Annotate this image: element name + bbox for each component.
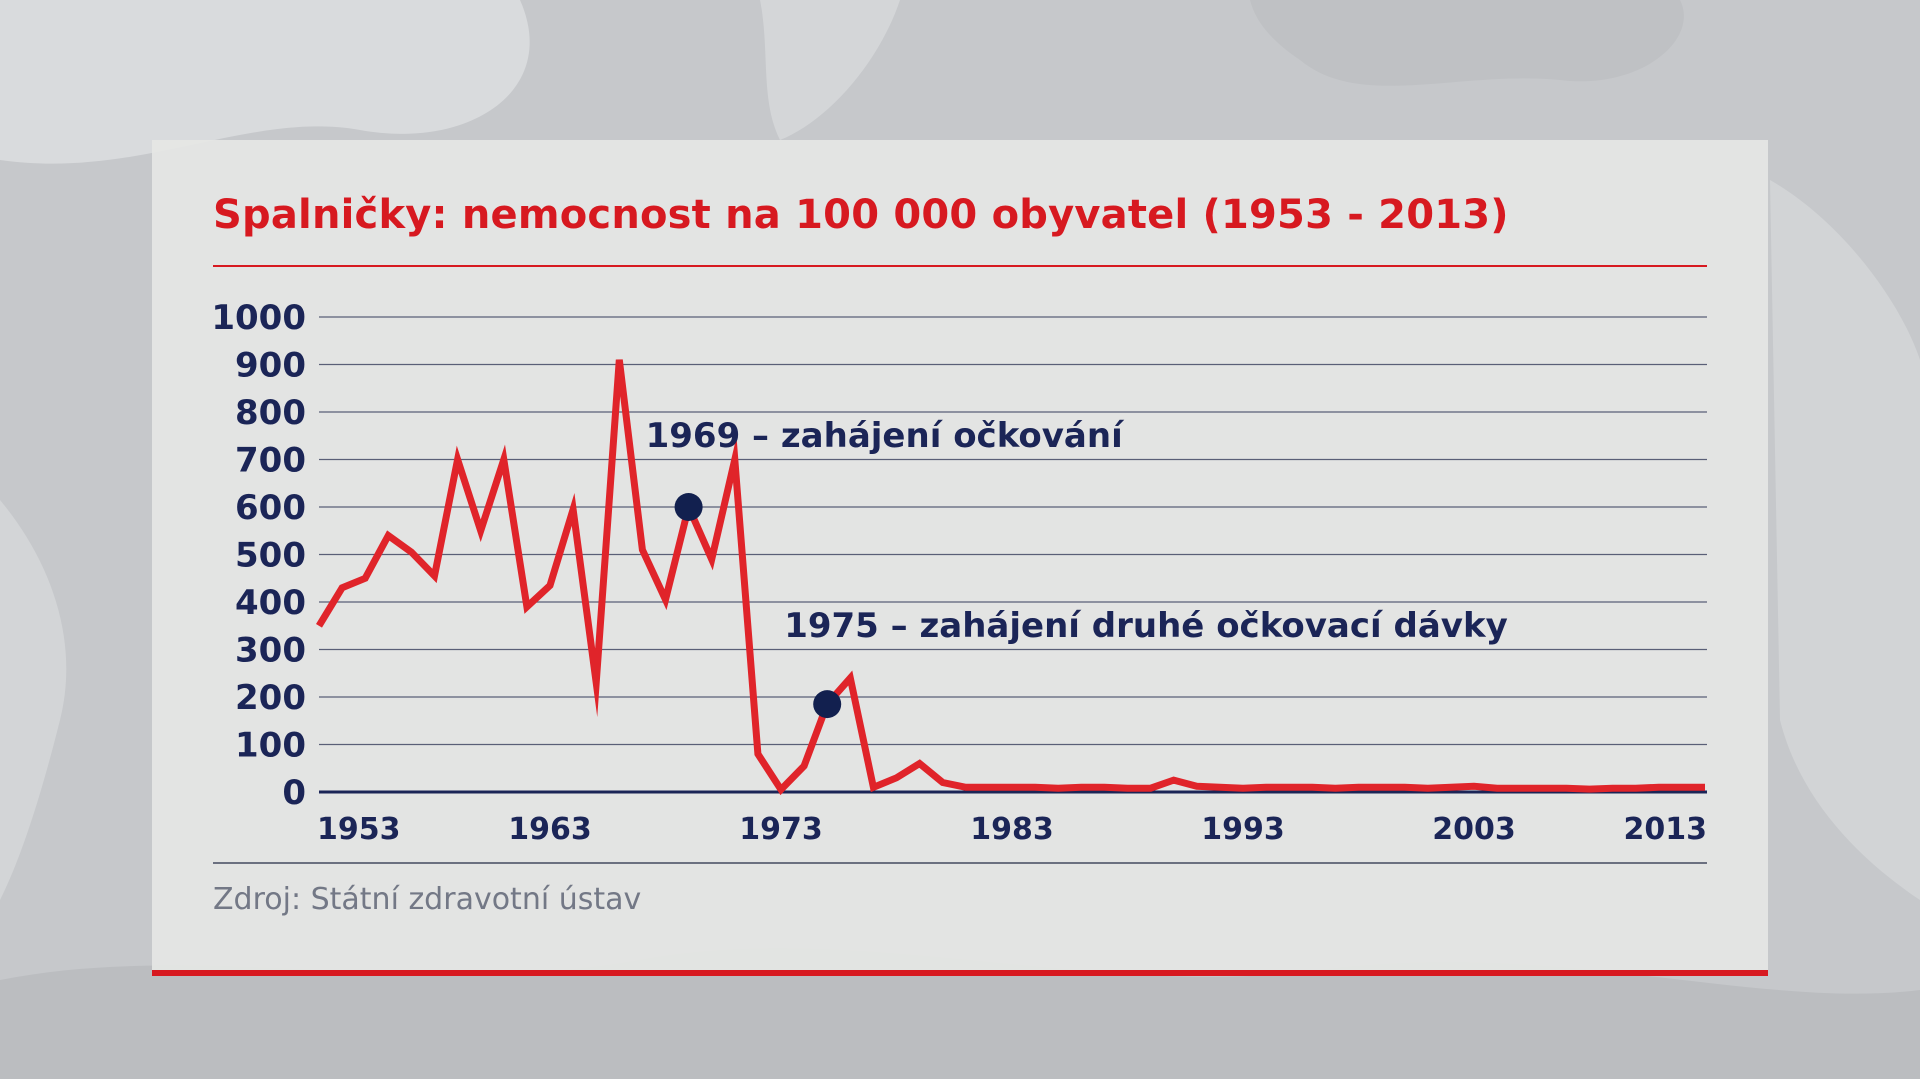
grid-lines [319, 316, 1707, 794]
markers-layer [674, 493, 842, 719]
y-tick-label: 0 [282, 773, 306, 813]
x-tick-label: 1953 [317, 812, 401, 840]
bottom-rule [213, 862, 1707, 864]
y-tick-label: 500 [235, 536, 306, 576]
y-tick-label: 600 [235, 488, 306, 528]
y-tick-label: 900 [235, 346, 306, 386]
y-tick-label: 1000 [211, 298, 306, 338]
marker-1975 [813, 690, 842, 719]
x-tick-label: 2003 [1432, 812, 1516, 840]
y-tick-label: 300 [235, 631, 306, 671]
series-line [316, 359, 1705, 796]
y-tick-label: 800 [235, 393, 306, 433]
chart-card: Spalničky: nemocnost na 100 000 obyvatel… [152, 140, 1768, 976]
x-tick-label: 1963 [508, 812, 592, 840]
annotations-layer: 1969 – zahájení očkování 1975 – zahájení … [646, 416, 1508, 646]
y-tick-label: 700 [235, 441, 306, 481]
title-rule [213, 265, 1707, 267]
annotation-label: 1969 – zahájení očkování [646, 416, 1125, 456]
x-tick-label: 1973 [739, 812, 823, 840]
x-tick-label: 1983 [970, 812, 1054, 840]
y-tick-label: 400 [235, 583, 306, 623]
series-layer [316, 359, 1705, 796]
chart-title: Spalničky: nemocnost na 100 000 obyvatel… [213, 192, 1509, 238]
annotation-label: 1975 – zahájení druhé očkovací dávky [784, 606, 1508, 646]
line-chart: 0 100 200 300 400 500 600 700 800 900 1000 1953 196… [211, 298, 1707, 840]
marker-1969 [674, 493, 703, 521]
y-axis-ticks: 0 100 200 300 400 500 600 700 800 900 1000 [211, 298, 306, 813]
x-tick-label: 2013 [1624, 812, 1708, 840]
x-tick-label: 1993 [1201, 812, 1285, 840]
source-note: Zdroj: Státní zdravotní ústav [213, 882, 642, 917]
x-axis-ticks: 1953 1963 1973 1983 1993 2003 2013 [317, 812, 1707, 840]
y-tick-label: 100 [235, 726, 306, 766]
y-tick-label: 200 [235, 678, 306, 718]
